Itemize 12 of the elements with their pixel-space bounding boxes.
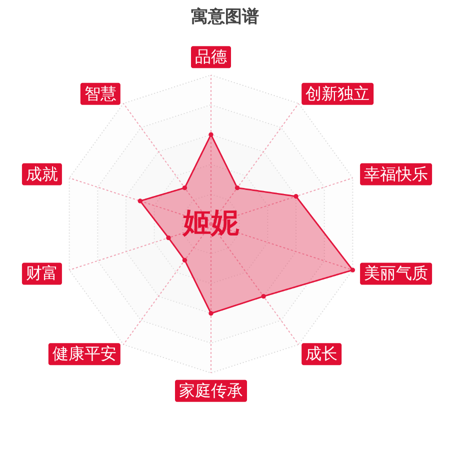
spoke-label: 健康平安 (52, 344, 116, 364)
spoke-label: 幸福快乐 (364, 164, 428, 184)
spoke-label: 成就 (26, 164, 58, 184)
spoke-label: 财富 (26, 264, 58, 283)
spoke-label: 品德 (195, 47, 227, 66)
spoke-label: 创新独立 (306, 84, 370, 103)
spoke-label: 成长 (306, 344, 338, 364)
spoke-label: 家庭传承 (179, 380, 243, 400)
spoke-label: 智慧 (84, 84, 116, 103)
spoke-label: 美丽气质 (364, 264, 428, 283)
chart-title: 寓意图谱 (191, 7, 259, 27)
text: 姬妮 (182, 206, 240, 239)
